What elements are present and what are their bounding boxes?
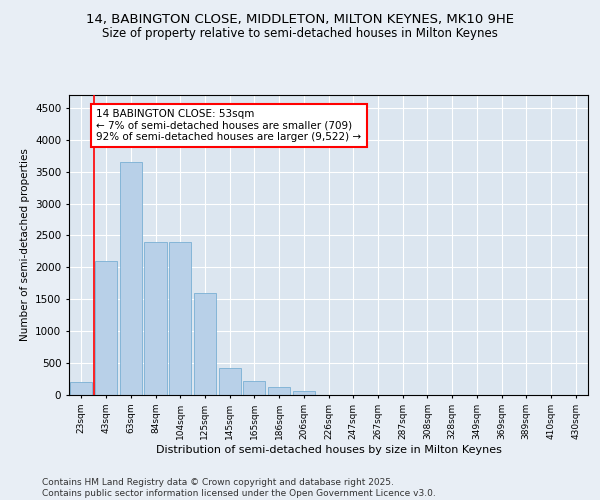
Bar <box>145 242 167 395</box>
Text: Contains HM Land Registry data © Crown copyright and database right 2025.
Contai: Contains HM Land Registry data © Crown c… <box>42 478 436 498</box>
Bar <box>243 381 265 395</box>
Text: Size of property relative to semi-detached houses in Milton Keynes: Size of property relative to semi-detach… <box>102 28 498 40</box>
Bar <box>95 261 117 395</box>
Bar <box>194 293 216 395</box>
Bar <box>119 162 142 395</box>
Bar <box>293 391 315 395</box>
Bar <box>218 368 241 395</box>
Bar <box>268 386 290 395</box>
Bar <box>169 242 191 395</box>
Bar <box>70 382 92 395</box>
Text: 14, BABINGTON CLOSE, MIDDLETON, MILTON KEYNES, MK10 9HE: 14, BABINGTON CLOSE, MIDDLETON, MILTON K… <box>86 12 514 26</box>
Text: 14 BABINGTON CLOSE: 53sqm
← 7% of semi-detached houses are smaller (709)
92% of : 14 BABINGTON CLOSE: 53sqm ← 7% of semi-d… <box>96 109 361 142</box>
X-axis label: Distribution of semi-detached houses by size in Milton Keynes: Distribution of semi-detached houses by … <box>155 444 502 454</box>
Y-axis label: Number of semi-detached properties: Number of semi-detached properties <box>20 148 29 342</box>
